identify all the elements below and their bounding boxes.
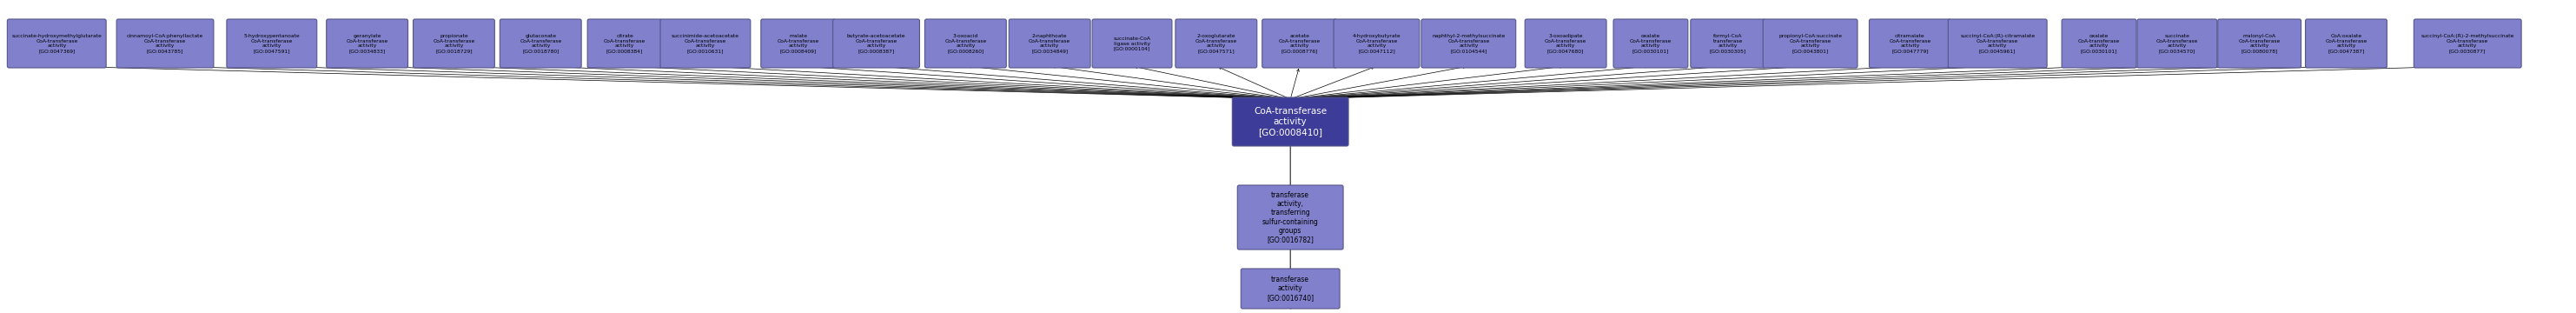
Text: 3-oxoadipate
CoA-transferase
activity
[GO:0047680]: 3-oxoadipate CoA-transferase activity [G… (1546, 34, 1587, 53)
FancyBboxPatch shape (1010, 19, 1090, 68)
FancyBboxPatch shape (2138, 19, 2218, 68)
Text: butyrate-acetoacetate
CoA-transferase
activity
[GO:0008387]: butyrate-acetoacetate CoA-transferase ac… (848, 34, 907, 53)
FancyBboxPatch shape (1092, 19, 1172, 68)
FancyBboxPatch shape (925, 19, 1007, 68)
FancyBboxPatch shape (659, 19, 750, 68)
Text: acetate
CoA-transferase
activity
[GO:0008776]: acetate CoA-transferase activity [GO:000… (1278, 34, 1321, 53)
Text: CoA-transferase
activity
[GO:0008410]: CoA-transferase activity [GO:0008410] (1255, 107, 1327, 136)
Text: succinyl-CoA:(R)-citramalate
CoA-transferase
activity
[GO:0045961]: succinyl-CoA:(R)-citramalate CoA-transfe… (1960, 34, 2035, 53)
FancyBboxPatch shape (1422, 19, 1515, 68)
FancyBboxPatch shape (760, 19, 835, 68)
FancyBboxPatch shape (8, 19, 106, 68)
Text: formyl-CoA
transferase
activity
[GO:0030305]: formyl-CoA transferase activity [GO:0030… (1710, 34, 1747, 53)
Text: malate
CoA-transferase
activity
[GO:0008409]: malate CoA-transferase activity [GO:0008… (778, 34, 819, 53)
Text: 4-hydroxybutyrate
CoA-transferase
activity
[GO:0047112]: 4-hydroxybutyrate CoA-transferase activi… (1352, 34, 1401, 53)
Text: CoA:oxalate
CoA-transferase
activity
[GO:0047387]: CoA:oxalate CoA-transferase activity [GO… (2326, 34, 2367, 53)
Text: 2-oxoglutarate
CoA-transferase
activity
[GO:0047571]: 2-oxoglutarate CoA-transferase activity … (1195, 34, 1236, 53)
FancyBboxPatch shape (1613, 19, 1687, 68)
Text: geranylate
CoA-transferase
activity
[GO:0034833]: geranylate CoA-transferase activity [GO:… (345, 34, 389, 53)
FancyBboxPatch shape (1870, 19, 1950, 68)
FancyBboxPatch shape (2218, 19, 2300, 68)
FancyBboxPatch shape (1262, 19, 1337, 68)
Text: malonyl-CoA
CoA-transferase
activity
[GO:0080078]: malonyl-CoA CoA-transferase activity [GO… (2239, 34, 2280, 53)
Text: 3-oxoacid
CoA-transferase
activity
[GO:0008260]: 3-oxoacid CoA-transferase activity [GO:0… (945, 34, 987, 53)
Text: propionyl-CoA:succinate
CoA-transferase
activity
[GO:0043801]: propionyl-CoA:succinate CoA-transferase … (1777, 34, 1842, 53)
Text: succinate
CoA-transferase
activity
[GO:0034570]: succinate CoA-transferase activity [GO:0… (2156, 34, 2197, 53)
Text: succinate-hydroxymethylglutarate
CoA-transferase
activity
[GO:0047369]: succinate-hydroxymethylglutarate CoA-tra… (13, 34, 103, 53)
FancyBboxPatch shape (500, 19, 582, 68)
FancyBboxPatch shape (1690, 19, 1765, 68)
Text: oxalate
CoA-transferase
activity
[GO:0030101]: oxalate CoA-transferase activity [GO:003… (2079, 34, 2120, 53)
Text: succinimide-acetoacetate
CoA-transferase
activity
[GO:0010631]: succinimide-acetoacetate CoA-transferase… (672, 34, 739, 53)
FancyBboxPatch shape (412, 19, 495, 68)
Text: 5-hydroxypentanoate
CoA-transferase
activity
[GO:0047591]: 5-hydroxypentanoate CoA-transferase acti… (245, 34, 299, 53)
Text: oxalate
CoA-transferase
activity
[GO:0030101]: oxalate CoA-transferase activity [GO:003… (1631, 34, 1672, 53)
FancyBboxPatch shape (1236, 185, 1342, 249)
Text: propionate
CoA-transferase
activity
[GO:0018729]: propionate CoA-transferase activity [GO:… (433, 34, 474, 53)
Text: cinnamoyl-CoA:phenyllactate
CoA-transferase
activity
[GO:0043785]: cinnamoyl-CoA:phenyllactate CoA-transfer… (126, 34, 204, 53)
FancyBboxPatch shape (587, 19, 662, 68)
Text: naphthyl-2-methylsuccinate
CoA-transferase
activity
[GO:0104544]: naphthyl-2-methylsuccinate CoA-transfera… (1432, 34, 1504, 53)
FancyBboxPatch shape (2061, 19, 2136, 68)
Text: succinyl-CoA:(R)-2-methylsuccinate
CoA-transferase
activity
[GO:0030877]: succinyl-CoA:(R)-2-methylsuccinate CoA-t… (2421, 34, 2514, 53)
FancyBboxPatch shape (1334, 19, 1419, 68)
FancyBboxPatch shape (1947, 19, 2048, 68)
Text: citrate
CoA-transferase
activity
[GO:0008384]: citrate CoA-transferase activity [GO:000… (603, 34, 647, 53)
FancyBboxPatch shape (1242, 269, 1340, 309)
Text: transferase
activity
[GO:0016740]: transferase activity [GO:0016740] (1267, 276, 1314, 302)
FancyBboxPatch shape (2306, 19, 2388, 68)
Text: citramalate
CoA-transferase
activity
[GO:0047779]: citramalate CoA-transferase activity [GO… (1888, 34, 1932, 53)
Text: succinate-CoA
ligase activity
[GO:0000104]: succinate-CoA ligase activity [GO:000010… (1113, 36, 1151, 51)
Text: glutaconate
CoA-transferase
activity
[GO:0018780]: glutaconate CoA-transferase activity [GO… (520, 34, 562, 53)
FancyBboxPatch shape (327, 19, 407, 68)
Text: transferase
activity,
transferring
sulfur-containing
groups
[GO:0016782]: transferase activity, transferring sulfu… (1262, 191, 1319, 244)
FancyBboxPatch shape (1525, 19, 1607, 68)
FancyBboxPatch shape (116, 19, 214, 68)
FancyBboxPatch shape (1231, 97, 1347, 146)
FancyBboxPatch shape (1175, 19, 1257, 68)
Text: 2-naphthoate
CoA-transferase
activity
[GO:0034849]: 2-naphthoate CoA-transferase activity [G… (1028, 34, 1072, 53)
FancyBboxPatch shape (227, 19, 317, 68)
FancyBboxPatch shape (2414, 19, 2522, 68)
FancyBboxPatch shape (1762, 19, 1857, 68)
FancyBboxPatch shape (832, 19, 920, 68)
